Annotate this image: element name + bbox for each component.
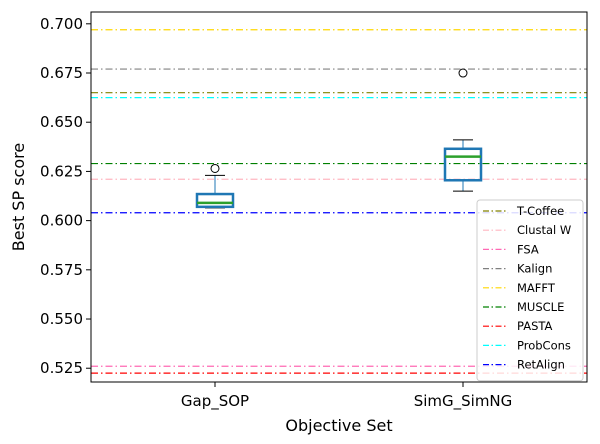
legend-item-mafft: MAFFT <box>483 281 556 295</box>
legend: T-Coffee Clustal W FSA Kalign MAFFT MUSCLE PAS… <box>476 199 584 382</box>
legend-frame <box>476 199 584 382</box>
plot-frame <box>90 11 588 383</box>
legend-item-clustal-w: Clustal W <box>483 223 571 237</box>
y-axis-label: Best SP score <box>9 143 28 251</box>
y-tick-label: 0.600 <box>40 212 83 230</box>
outlier-point <box>458 68 468 78</box>
legend-item-muscle: MUSCLE <box>483 300 564 314</box>
legend-label: PASTA <box>517 319 552 333</box>
legend-item-pasta: PASTA <box>483 319 552 333</box>
y-tick-label: 0.575 <box>40 261 83 279</box>
y-tick-label: 0.625 <box>40 162 83 180</box>
legend-label: RetAlign <box>517 358 565 372</box>
legend-label: T-Coffee <box>516 204 564 218</box>
outlier-point <box>210 163 220 173</box>
iqr-box <box>443 147 483 182</box>
iqr-box <box>195 192 235 209</box>
legend-label: MAFFT <box>517 281 556 295</box>
legend-label: ProbCons <box>517 338 571 352</box>
legend-item-t-coffee: T-Coffee <box>483 204 564 218</box>
legend-label: Clustal W <box>517 223 571 237</box>
reference-lines <box>91 29 587 374</box>
y-tick-label: 0.675 <box>40 64 83 82</box>
y-tick-label: 0.525 <box>40 359 83 377</box>
legend-item-kalign: Kalign <box>483 262 552 276</box>
y-tick-label: 0.650 <box>40 113 83 131</box>
legend-label: MUSCLE <box>517 300 564 314</box>
x-tick-label: SimG_SimNG <box>414 392 513 411</box>
y-tick-label: 0.550 <box>40 310 83 328</box>
x-axis: Gap_SOP SimG_SimNG <box>181 382 512 411</box>
y-axis: 0.525 0.550 0.575 0.600 0.625 0.650 0.675 0.700 <box>40 15 91 377</box>
box-simg-simng <box>443 68 483 192</box>
legend-label: FSA <box>517 242 539 256</box>
box-gap-sop <box>195 163 235 209</box>
legend-item-probcons: ProbCons <box>483 338 571 352</box>
x-tick-label: Gap_SOP <box>181 392 249 411</box>
legend-label: Kalign <box>517 262 552 276</box>
y-tick-label: 0.700 <box>40 15 83 33</box>
legend-item-retalign: RetAlign <box>483 358 565 372</box>
box-series <box>195 68 483 209</box>
legend-item-fsa: FSA <box>483 242 539 256</box>
x-axis-label: Objective Set <box>285 416 392 435</box>
